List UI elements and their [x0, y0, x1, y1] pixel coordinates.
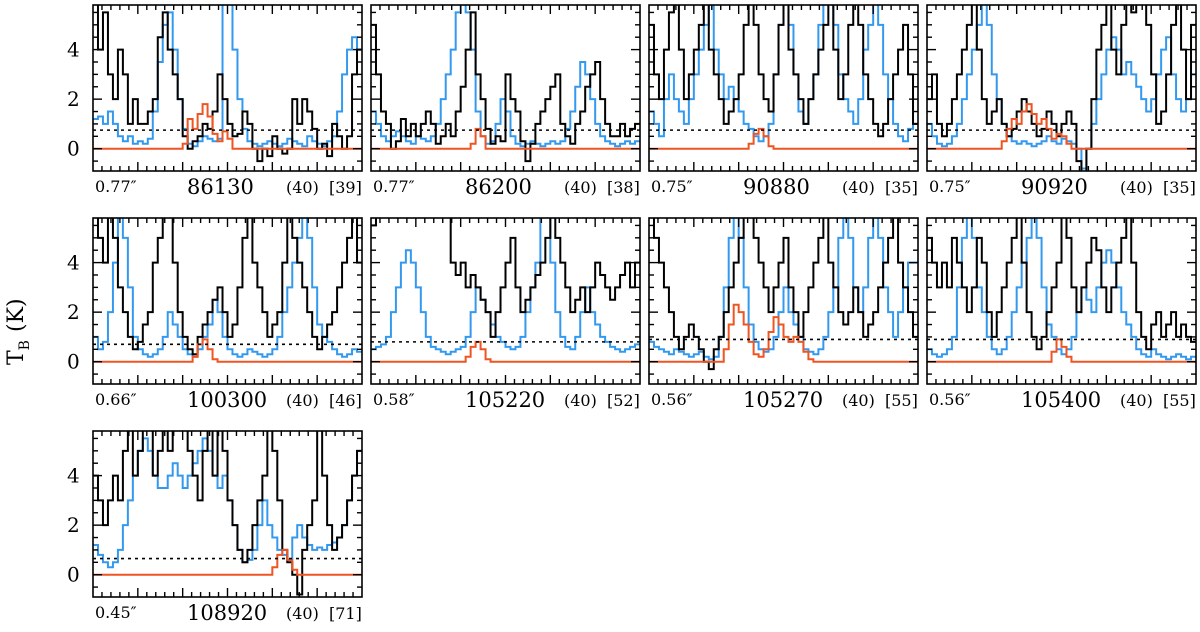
y-tick-label: 2 — [67, 513, 80, 537]
frequency-label: 108920 — [187, 601, 267, 625]
y-axis-label: TB(K) — [4, 298, 33, 365]
width-label: (40) — [564, 391, 597, 410]
series-model-species — [371, 127, 640, 150]
frequency-label: 105270 — [743, 388, 823, 412]
series-model-species — [927, 103, 1196, 150]
frequency-label: 105220 — [465, 388, 545, 412]
index-label: [38] — [607, 178, 640, 197]
resolution-label: 0.66″ — [95, 390, 137, 409]
plot-area — [93, 5, 362, 163]
plot-area — [93, 218, 362, 363]
plot-area — [649, 5, 918, 150]
series-observed — [96, 5, 362, 163]
frequency-label: 86130 — [187, 175, 254, 199]
resolution-label: 0.75″ — [929, 177, 971, 196]
frequency-label: 86200 — [465, 175, 532, 199]
resolution-label: 0.58″ — [373, 390, 415, 409]
plot-area — [371, 5, 640, 163]
series-model-all — [927, 5, 1196, 170]
index-label: [52] — [607, 391, 640, 410]
y-tick-label: 0 — [67, 563, 80, 587]
index-label: [55] — [1163, 391, 1196, 410]
spectrum-panel: 0 2 4 0.66″ 100300 (40) [46] — [67, 217, 363, 412]
plot-area — [649, 218, 918, 371]
resolution-label: 0.56″ — [651, 390, 693, 409]
series-observed — [371, 11, 640, 163]
width-label: (40) — [564, 178, 597, 197]
series-observed — [652, 218, 918, 371]
spectrum-panel: 0 2 4 0.77″ 86130 (40) [39] — [67, 4, 363, 199]
index-label: [46] — [329, 391, 362, 410]
series-observed — [93, 431, 362, 596]
panel-frame — [370, 217, 641, 385]
width-label: (40) — [286, 604, 319, 623]
spectrum-panel: 0 2 4 0.45″ 108920 (40) [71] — [67, 430, 363, 625]
spectrum-panel: 0.75″ 90880 (40) [35] — [648, 4, 919, 199]
series-model-species — [371, 340, 640, 363]
y-tick-label: 2 — [67, 300, 80, 324]
index-label: [39] — [329, 178, 362, 197]
series-model-species — [93, 338, 362, 363]
plot-area — [371, 218, 640, 363]
plot-area — [927, 5, 1196, 171]
y-tick-label: 4 — [67, 38, 80, 62]
width-label: (40) — [842, 178, 875, 197]
y-tick-label: 4 — [67, 251, 80, 275]
width-label: (40) — [842, 391, 875, 410]
spectrum-panel: 0.77″ 86200 (40) [38] — [370, 4, 641, 199]
spectrum-panel: 0.56″ 105400 (40) [55] — [926, 217, 1197, 412]
series-model-all — [927, 218, 1196, 361]
series-observed — [371, 218, 640, 338]
plot-area — [927, 218, 1196, 363]
resolution-label: 0.77″ — [95, 177, 137, 196]
index-label: [35] — [1163, 178, 1196, 197]
index-label: [35] — [885, 178, 918, 197]
y-tick-label: 2 — [67, 87, 80, 111]
series-model-species — [93, 103, 362, 150]
width-label: (40) — [286, 178, 319, 197]
series-model-all — [649, 218, 918, 361]
width-label: (40) — [286, 391, 319, 410]
series-model-species — [649, 127, 918, 150]
resolution-label: 0.77″ — [373, 177, 415, 196]
spectrum-panel: 0.56″ 105270 (40) [55] — [648, 217, 919, 412]
frequency-label: 100300 — [187, 388, 267, 412]
resolution-label: 0.45″ — [95, 603, 137, 622]
spectrum-panel: 0.58″ 105220 (40) [52] — [370, 217, 641, 412]
series-model-species — [93, 548, 362, 576]
y-tick-label: 0 — [67, 350, 80, 374]
plot-area — [93, 431, 362, 596]
series-model-species — [927, 338, 1196, 363]
y-tick-label: 4 — [67, 464, 80, 488]
index-label: [71] — [329, 604, 362, 623]
series-observed — [927, 218, 1196, 351]
spectrum-panel: 0.75″ 90920 (40) [35] — [926, 4, 1197, 199]
y-tick-label: 0 — [67, 137, 80, 161]
resolution-label: 0.75″ — [651, 177, 693, 196]
frequency-label: 90880 — [743, 175, 810, 199]
index-label: [55] — [885, 391, 918, 410]
width-label: (40) — [1120, 178, 1153, 197]
series-model-species — [649, 303, 918, 363]
frequency-label: 90920 — [1021, 175, 1088, 199]
frequency-label: 105400 — [1021, 388, 1101, 412]
width-label: (40) — [1120, 391, 1153, 410]
resolution-label: 0.56″ — [929, 390, 971, 409]
